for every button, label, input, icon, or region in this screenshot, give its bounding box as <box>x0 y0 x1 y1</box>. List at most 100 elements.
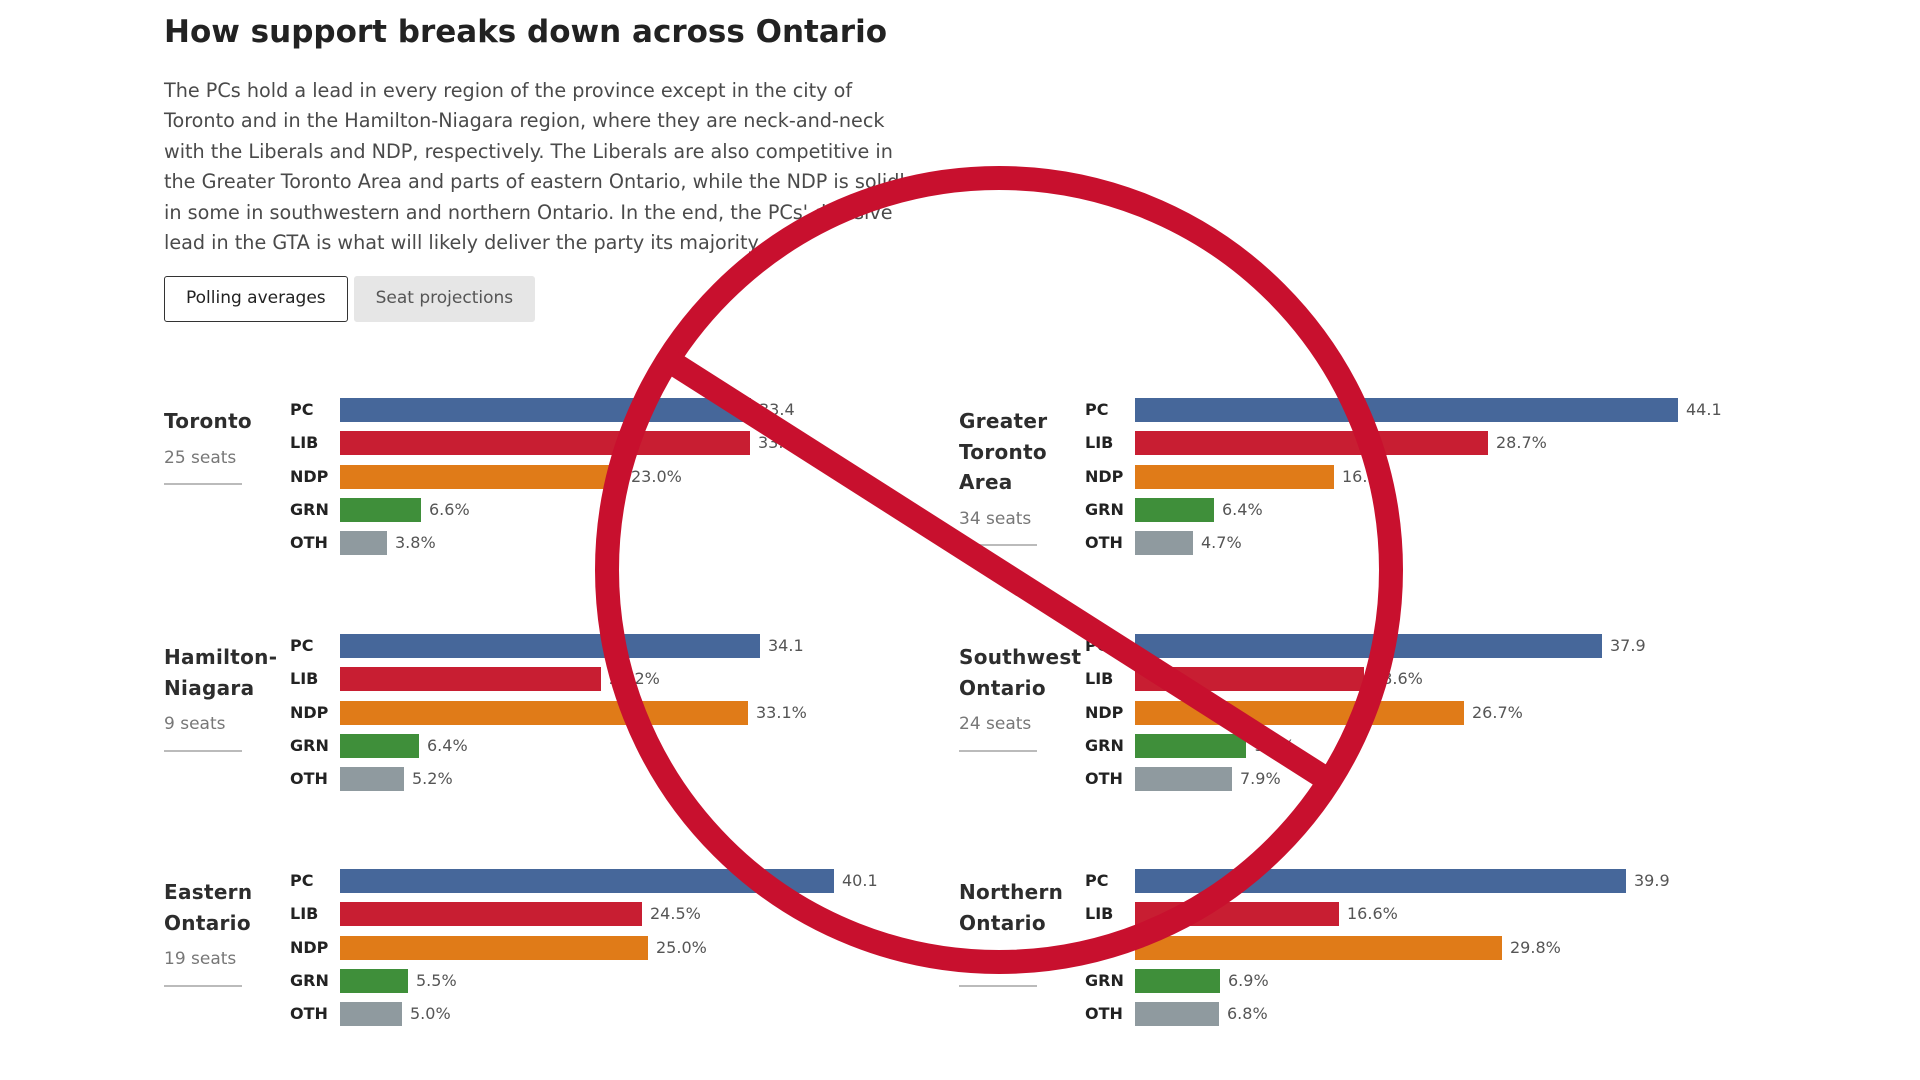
region-title: Northern Ontario <box>959 880 1064 935</box>
party-label: OTH <box>290 769 328 789</box>
bar-row-ndp: NDP 16.2 <box>1085 464 1758 489</box>
data-label: 18.6% <box>1372 669 1423 689</box>
region-panel-northern-ontario: Northern Ontario 13 seats PC 39.9 LIB 16.6% ND… <box>959 869 1749 1059</box>
data-label: 33.4 <box>759 400 795 419</box>
party-label: OTH <box>1085 1004 1123 1024</box>
data-label: 34.1 <box>768 636 804 655</box>
region-name: Eastern Ontario 19 seats <box>164 877 284 987</box>
bar-oth <box>1135 1002 1219 1027</box>
bar-row-ndp: NDP 25.0% <box>290 935 963 960</box>
bar-pc <box>340 398 751 422</box>
bar-pc <box>1135 869 1626 893</box>
tab-seat-projections[interactable]: Seat projections <box>353 276 536 322</box>
bar-lib <box>1135 431 1488 456</box>
data-label: 24.5% <box>650 904 701 924</box>
bar-oth <box>340 1002 402 1027</box>
party-label: GRN <box>1085 499 1124 519</box>
party-label: PC <box>290 400 314 419</box>
party-label: OTH <box>1085 769 1123 789</box>
party-label: PC <box>1085 871 1109 890</box>
bar-row-pc: PC 44.1 <box>1085 398 1758 422</box>
bar-row-grn: GRN 6.4% <box>1085 497 1758 522</box>
bar-row-pc: PC 37.9 <box>1085 634 1758 658</box>
region-title: Hamilton-Niagara <box>164 645 278 700</box>
bar-ndp <box>340 464 623 489</box>
data-label: 5.0% <box>410 1004 451 1024</box>
party-label: NDP <box>1085 466 1124 486</box>
party-label: NDP <box>290 702 329 722</box>
region-panel-greater-toronto-area: Greater Toronto Area 34 seats PC 44.1 LIB 28.… <box>959 398 1749 588</box>
party-label: LIB <box>290 433 319 453</box>
data-label: 33.1% <box>756 702 807 722</box>
region-name: Hamilton-Niagara 9 seats <box>164 642 284 752</box>
party-label: LIB <box>1085 904 1114 924</box>
party-label: NDP <box>1085 702 1124 722</box>
party-label: OTH <box>290 1004 328 1024</box>
bar-row-oth: OTH 5.0% <box>290 1002 963 1027</box>
data-label: 5.5% <box>416 970 457 990</box>
data-label: 39.9 <box>1634 871 1670 890</box>
region-panel-hamilton-niagara: Hamilton-Niagara 9 seats PC 34.1 LIB 21.2% NDP… <box>164 634 954 824</box>
bar-row-oth: OTH 3.8% <box>290 531 963 556</box>
data-label: 23.0% <box>631 466 682 486</box>
bar-row-pc: PC 34.1 <box>290 634 963 658</box>
region-seats: 19 seats <box>164 949 237 969</box>
bar-grn <box>1135 968 1220 993</box>
bar-ndp <box>1135 700 1464 725</box>
data-label: 16.6% <box>1347 904 1398 924</box>
bar-row-grn: GRN 6.4% <box>290 733 963 758</box>
bar-row-oth: OTH 6.8% <box>1085 1002 1758 1027</box>
bar-row-ndp: NDP 29.8% <box>1085 935 1758 960</box>
bar-row-lib: LIB 16.6% <box>1085 902 1758 927</box>
data-label: 9.0% <box>1254 735 1295 755</box>
bar-pc <box>1135 634 1602 658</box>
bar-lib <box>340 431 750 456</box>
data-label: 7.9% <box>1240 769 1281 789</box>
bar-ndp <box>1135 935 1502 960</box>
data-label: 4.7% <box>1201 533 1242 553</box>
bar-grn <box>340 733 419 758</box>
bar-row-lib: LIB 28.7% <box>1085 431 1758 456</box>
bar-oth <box>340 531 387 556</box>
party-label: PC <box>1085 400 1109 419</box>
party-label: PC <box>290 636 314 655</box>
bar-row-lib: LIB 18.6% <box>1085 667 1758 692</box>
bar-row-grn: GRN 6.6% <box>290 497 963 522</box>
party-label: GRN <box>290 970 329 990</box>
bar-ndp <box>1135 464 1334 489</box>
tab-polling-averages[interactable]: Polling averages <box>164 276 348 322</box>
page-title: How support breaks down across Ontario <box>164 14 887 50</box>
intro-paragraph: The PCs hold a lead in every region of t… <box>164 79 917 255</box>
region-seats: 9 seats <box>164 714 226 734</box>
data-label: 44.1 <box>1686 400 1722 419</box>
data-label: 6.4% <box>1222 499 1263 519</box>
region-divider <box>164 749 242 752</box>
bar-row-oth: OTH 7.9% <box>1085 767 1758 792</box>
bar-oth <box>1135 531 1193 556</box>
region-seats: 24 seats <box>959 714 1032 734</box>
bar-oth <box>340 767 404 792</box>
bar-row-lib: LIB 24.5% <box>290 902 963 927</box>
data-label: 28.7% <box>1496 433 1547 453</box>
bar-row-oth: OTH 5.2% <box>290 767 963 792</box>
bar-row-pc: PC 40.1 <box>290 869 963 893</box>
bar-row-oth: OTH 4.7% <box>1085 531 1758 556</box>
data-label: 6.6% <box>429 499 470 519</box>
bar-row-lib: LIB 33.3 <box>290 431 963 456</box>
data-label: 37.9 <box>1610 636 1646 655</box>
region-name: Southwest Ontario 24 seats <box>959 642 1082 752</box>
region-panel-southwest-ontario: Southwest Ontario 24 seats PC 37.9 LIB 18.6% N… <box>959 634 1749 824</box>
region-title: Toronto <box>164 409 252 433</box>
bar-pc <box>1135 398 1678 422</box>
data-label: 40.1 <box>842 871 878 890</box>
region-divider <box>959 984 1037 987</box>
bar-ndp <box>340 935 648 960</box>
region-title: Eastern Ontario <box>164 880 253 935</box>
chart-page: How support breaks down across Ontario T… <box>164 0 1724 1080</box>
party-label: LIB <box>290 669 319 689</box>
region-title: Southwest Ontario <box>959 645 1082 700</box>
data-label: 16.2 <box>1342 466 1378 486</box>
bar-pc <box>340 634 760 658</box>
data-label: 29.8% <box>1510 937 1561 957</box>
party-label: GRN <box>290 499 329 519</box>
